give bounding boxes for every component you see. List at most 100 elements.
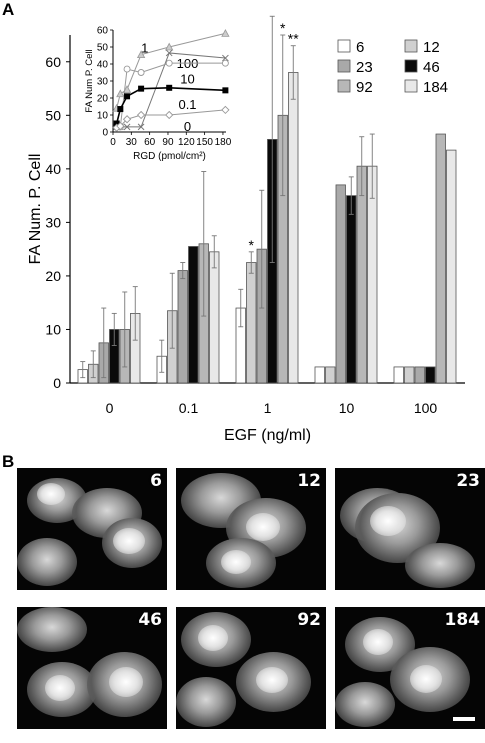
y-tick-label: 10: [45, 321, 61, 337]
y-tick-label: 60: [45, 54, 61, 70]
inset-marker: [165, 42, 174, 51]
bar: [346, 195, 357, 384]
micrograph-label: 6: [150, 471, 162, 491]
y-tick-label: 40: [45, 161, 61, 177]
bar: [288, 72, 299, 384]
micrograph-label: 92: [297, 610, 321, 630]
legend-swatch: [337, 79, 351, 93]
inset-x-tick-label: 90: [162, 137, 174, 148]
significance-marker: *: [249, 237, 255, 253]
micrograph-6: 6: [17, 468, 167, 590]
legend-label: 6: [356, 39, 364, 56]
bar: [425, 366, 436, 384]
bar: [356, 165, 367, 384]
scale-bar: [453, 717, 475, 721]
inset-marker: [122, 115, 132, 124]
significance-marker: **: [288, 31, 299, 47]
bar: [325, 366, 336, 384]
inset-y-tick-label: 30: [97, 77, 109, 88]
micrograph-label: 23: [456, 471, 480, 491]
micrograph-12: 12: [176, 468, 326, 590]
inset-x-tick-label: 180: [215, 137, 232, 148]
inset-x-tick-label: 120: [178, 137, 195, 148]
inset-series-label: 0.1: [178, 97, 196, 112]
inset-y-tick-label: 60: [97, 26, 109, 37]
inset-marker: [138, 85, 145, 92]
x-tick-label: 10: [339, 400, 355, 416]
inset-marker: [136, 50, 146, 59]
inset-y-tick-label: 0: [102, 128, 108, 139]
legend-swatch: [404, 39, 418, 53]
legend-label: 92: [356, 79, 373, 96]
inset-marker: [165, 49, 173, 57]
legend-label: 46: [423, 59, 440, 76]
bar: [393, 366, 404, 384]
legend-label: 23: [356, 59, 373, 76]
legend-swatch: [337, 39, 351, 53]
inset-marker: [165, 110, 174, 120]
legend-swatch: [337, 59, 351, 73]
panel-a-label: A: [2, 0, 15, 19]
inset-marker: [222, 87, 229, 94]
panel-b-label: B: [2, 452, 15, 471]
bar: [314, 366, 325, 384]
y-tick-label: 20: [45, 268, 61, 284]
inset-series-label: 0: [184, 119, 191, 134]
bar: [446, 149, 457, 384]
inset-x-tick-label: 60: [144, 137, 156, 148]
inset-marker: [122, 85, 132, 93]
micrograph-46: 46: [17, 607, 167, 729]
inset-y-tick-label: 10: [97, 111, 109, 122]
bar: [188, 246, 199, 384]
inset-marker: [222, 54, 229, 62]
inset-marker: [137, 69, 145, 76]
y-tick-label: 0: [53, 375, 61, 391]
legend-swatch: [404, 59, 418, 73]
inset-y-tick-label: 20: [97, 94, 109, 105]
inset-marker: [116, 89, 125, 98]
inset-marker: [221, 29, 230, 37]
inset-marker: [165, 59, 173, 67]
inset-marker: [113, 120, 120, 127]
inset-marker: [124, 93, 131, 100]
inset-series-label: 1: [141, 41, 148, 56]
micrograph-23: 23: [335, 468, 485, 590]
inset-x-tick-label: 0: [110, 137, 116, 148]
inset-marker: [123, 123, 131, 131]
inset-y-tick-label: 40: [97, 60, 109, 71]
inset-marker: [116, 121, 125, 131]
micrograph-184: 184: [335, 607, 485, 729]
x-tick-label: 1: [264, 400, 272, 416]
inset-marker: [221, 105, 230, 115]
inset-y-axis-label: FA Num P. Cell: [84, 49, 95, 112]
inset-marker: [221, 59, 229, 67]
micrograph-label: 46: [138, 610, 162, 630]
legend-label: 184: [423, 79, 448, 96]
significance-marker: *: [280, 20, 286, 36]
y-tick-label: 50: [45, 107, 61, 123]
inset-x-tick-label: 150: [196, 137, 213, 148]
bar: [435, 133, 446, 384]
x-tick-label: 100: [414, 400, 438, 416]
bar: [404, 366, 415, 384]
bar: [177, 270, 188, 384]
inset-y-tick-label: 50: [97, 43, 109, 54]
bar: [246, 262, 257, 384]
micrograph-label: 184: [444, 610, 481, 630]
inset-marker: [123, 65, 131, 73]
x-tick-label: 0.1: [179, 400, 199, 416]
inset-series-label: 10: [180, 71, 194, 86]
y-axis-label: FA Num. P. Cell: [27, 154, 44, 265]
x-axis-label: EGF (ng/ml): [224, 427, 311, 444]
legend-swatch: [404, 79, 418, 93]
inset-x-tick-label: 30: [126, 137, 138, 148]
legend-label: 12: [423, 39, 440, 56]
x-tick-label: 0: [106, 400, 114, 416]
inset-x-axis-label: RGD (pmol/cm²): [133, 151, 206, 162]
y-tick-label: 30: [45, 214, 61, 230]
inset-marker: [136, 110, 146, 120]
inset-marker: [137, 123, 145, 131]
bar: [209, 251, 220, 384]
inset-marker: [166, 84, 173, 91]
